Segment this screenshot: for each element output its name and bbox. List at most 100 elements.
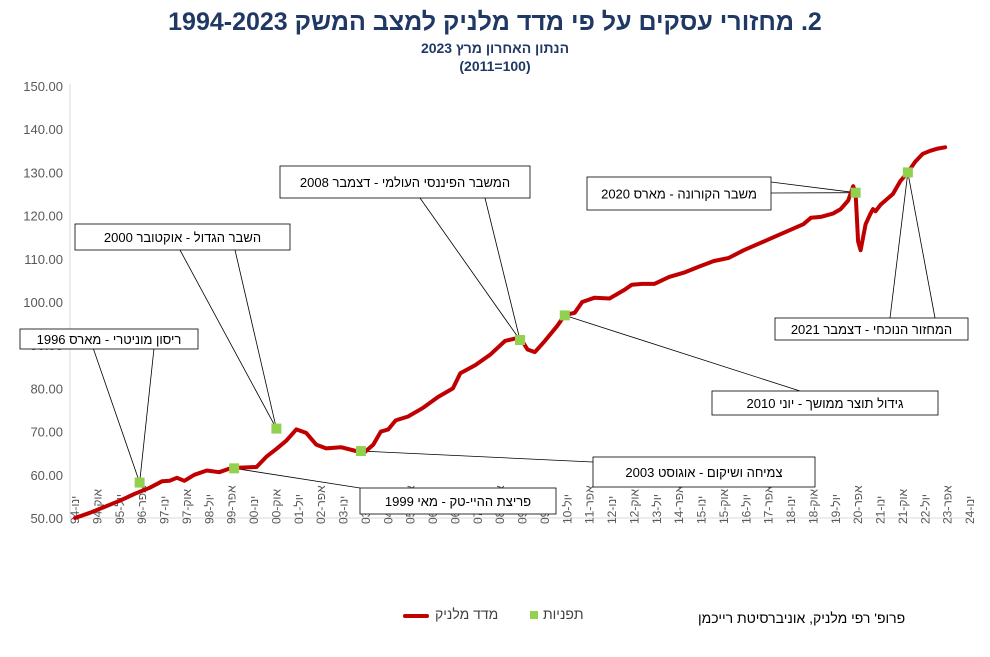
y-tick-label: 70.00 bbox=[30, 425, 63, 440]
annotation-leader bbox=[484, 197, 521, 341]
annotation-label: ריסון מוניטרי - מארס 1996 bbox=[37, 332, 182, 347]
annotation-leader bbox=[139, 338, 156, 483]
x-tick-label: אפר-99 bbox=[225, 485, 239, 524]
annotation-box bbox=[774, 317, 969, 341]
x-tick-label: אפר-96 bbox=[135, 485, 149, 524]
y-tick-label: 150.00 bbox=[23, 79, 63, 94]
x-tick-label: אוק-18 bbox=[806, 488, 820, 524]
annotation-leader-lines bbox=[89, 172, 936, 489]
legend: מדד מלניק תפניות bbox=[400, 606, 620, 626]
x-tick-label: יול-01 bbox=[292, 494, 306, 524]
annotation-label: משבר הקורונה - מארס 2020 bbox=[601, 187, 757, 202]
x-tick-label: אוק-21 bbox=[896, 488, 910, 524]
annotation-leader bbox=[419, 197, 521, 341]
x-tick-label: ינו-21 bbox=[874, 496, 888, 524]
y-tick-label: 130.00 bbox=[23, 165, 63, 180]
annotation-callouts: ריסון מוניטרי - מארס 1996 פריצת ההיי-טק -… bbox=[19, 165, 969, 515]
annotation-box bbox=[19, 328, 199, 350]
y-axis: 50.0060.0070.0080.0090.00100.00110.00120… bbox=[23, 79, 71, 526]
x-tick-label: אפר-11 bbox=[583, 485, 597, 524]
annotation-label: המשבר הפיננסי העולמי - דצמבר 2008 bbox=[300, 175, 510, 190]
legend-marker-label: תפניות bbox=[543, 606, 584, 622]
annotation-leader bbox=[889, 172, 909, 319]
y-tick-label: 120.00 bbox=[23, 209, 63, 224]
x-tick-label: אפר-23 bbox=[941, 485, 955, 524]
annotation-label: המחזור הנוכחי - דצמבר 2021 bbox=[791, 322, 952, 337]
annotation-box bbox=[359, 487, 557, 515]
x-tick-label: אפר-20 bbox=[851, 485, 865, 524]
turning-point-marker bbox=[559, 310, 570, 321]
series-line-melnick-index bbox=[73, 145, 948, 520]
y-tick-label: 80.00 bbox=[30, 381, 63, 396]
x-tick-label: אוק-94 bbox=[90, 488, 104, 524]
x-tick-label: יול-10 bbox=[560, 494, 574, 524]
y-tick-label: 50.00 bbox=[30, 511, 63, 526]
x-tick-label: יול-98 bbox=[202, 494, 216, 524]
x-tick-label: אפר-14 bbox=[672, 485, 686, 524]
turning-point-marker bbox=[902, 167, 913, 178]
turning-point-markers bbox=[134, 167, 913, 488]
x-tick-label: אוק-12 bbox=[627, 488, 641, 524]
annotation-leader bbox=[360, 450, 594, 463]
x-tick-label: אפר-17 bbox=[762, 485, 776, 524]
x-tick-label: ינו-18 bbox=[784, 496, 798, 524]
annotation-callout: המחזור הנוכחי - דצמבר 2021 bbox=[774, 317, 969, 341]
annotation-label: צמיחה ושיקום - אוגוסט 2003 bbox=[625, 465, 782, 480]
legend-marker-swatch bbox=[530, 611, 538, 619]
author-credit: פרופ' רפי מלניק, אוניברסיטת רייכמן bbox=[698, 610, 906, 626]
annotation-leader bbox=[564, 315, 801, 392]
chart-title: 2. מחזורי עסקים על פי מדד מלניק למצב המש… bbox=[168, 8, 822, 36]
y-tick-label: 110.00 bbox=[24, 252, 63, 267]
annotation-callout: פריצת ההיי-טק - מאי 1999 bbox=[359, 487, 557, 515]
annotation-leader bbox=[907, 172, 936, 319]
x-tick-label: ינו-12 bbox=[605, 496, 619, 524]
y-tick-label: 140.00 bbox=[23, 122, 63, 137]
annotation-leader bbox=[89, 338, 141, 483]
annotation-callout: ריסון מוניטרי - מארס 1996 bbox=[19, 328, 199, 350]
annotation-callout: המשבר הפיננסי העולמי - דצמבר 2008 bbox=[279, 165, 531, 199]
y-tick-label: 60.00 bbox=[30, 468, 63, 483]
x-tick-label: יול-22 bbox=[918, 494, 932, 524]
annotation-box bbox=[711, 390, 939, 416]
x-tick-label: אוק-97 bbox=[180, 488, 194, 524]
legend-line-label: מדד מלניק bbox=[435, 606, 499, 622]
chart-subtitle: הנתון האחרון מרץ 2023 bbox=[420, 40, 570, 56]
annotation-callout: השבר הגדול - אוקטובר 2000 bbox=[74, 223, 291, 251]
annotation-box bbox=[586, 176, 772, 211]
x-tick-label: יול-19 bbox=[829, 494, 843, 524]
turning-point-marker bbox=[134, 477, 145, 488]
x-tick-label: ינו-03 bbox=[337, 496, 351, 524]
x-tick-label: אוק-00 bbox=[269, 488, 283, 524]
x-tick-label: יול-16 bbox=[739, 494, 753, 524]
x-tick-label: יול-13 bbox=[650, 494, 664, 524]
turning-point-marker bbox=[355, 446, 366, 457]
annotation-callout: גידול תוצר ממושך - יוני 2010 bbox=[711, 390, 939, 416]
turning-point-marker bbox=[271, 423, 282, 434]
annotation-leader bbox=[234, 467, 361, 489]
turning-point-marker bbox=[850, 187, 861, 198]
x-tick-label: ינו-00 bbox=[247, 496, 261, 524]
annotation-label: השבר הגדול - אוקטובר 2000 bbox=[104, 230, 261, 245]
x-tick-label: ינו-15 bbox=[695, 496, 709, 524]
annotation-label: גידול תוצר ממושך - יוני 2010 bbox=[747, 396, 904, 411]
turning-point-marker bbox=[515, 335, 526, 346]
annotation-callout: צמיחה ושיקום - אוגוסט 2003 bbox=[592, 456, 816, 488]
chart-base-note: (100=2011) bbox=[459, 58, 531, 74]
series-layer bbox=[73, 145, 948, 520]
legend-line-swatch bbox=[403, 614, 429, 618]
annotation-box bbox=[74, 223, 291, 251]
annotation-callout: משבר הקורונה - מארס 2020 bbox=[586, 176, 772, 211]
x-tick-label: ינו-24 bbox=[963, 496, 977, 524]
annotation-leader bbox=[770, 181, 856, 194]
x-tick-label: ינו-97 bbox=[158, 496, 172, 524]
x-tick-label: אוק-15 bbox=[717, 488, 731, 524]
turning-point-marker bbox=[229, 463, 240, 474]
annotation-leader bbox=[234, 249, 277, 429]
y-tick-label: 100.00 bbox=[23, 295, 63, 310]
annotation-label: פריצת ההיי-טק - מאי 1999 bbox=[385, 494, 531, 509]
annotation-box bbox=[279, 165, 531, 199]
annotation-box bbox=[592, 456, 816, 488]
annotation-leader bbox=[179, 249, 277, 429]
x-tick-label: אפר-02 bbox=[314, 485, 328, 524]
